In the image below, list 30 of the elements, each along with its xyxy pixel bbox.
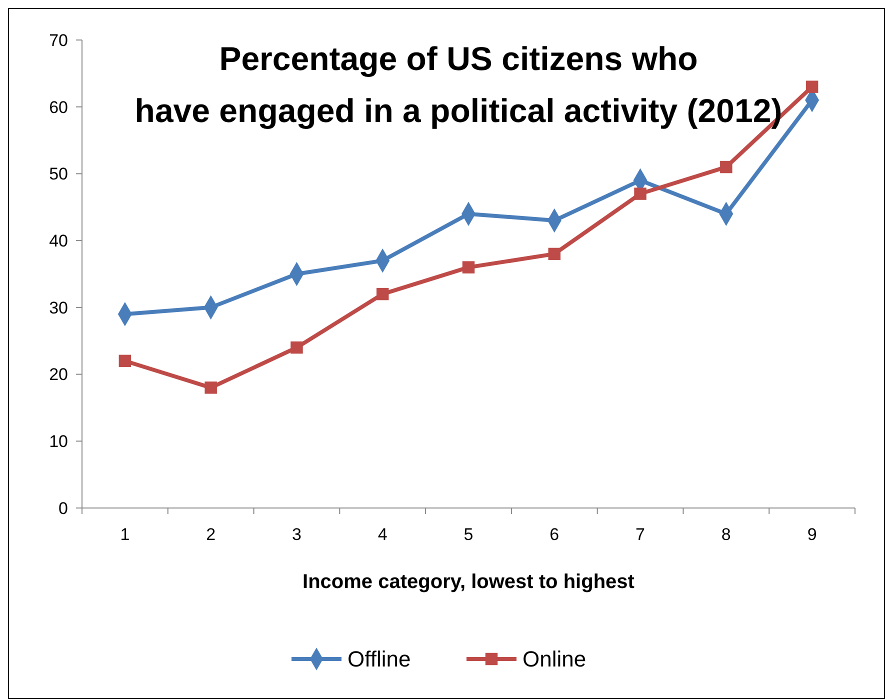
point: [290, 341, 303, 354]
x-tick-label: 4: [378, 525, 388, 544]
x-tick-label: 5: [464, 525, 474, 544]
point: [462, 261, 475, 274]
text: Percentage of US citizens who have engaged in a political activity (2012): [134, 40, 782, 129]
x-tick-label: 8: [721, 525, 731, 544]
legend-label: Online: [522, 646, 586, 672]
point: [548, 248, 561, 260]
y-tick-label: 60: [49, 98, 68, 117]
legend-label: Offline: [348, 646, 411, 672]
x-tick-label: 3: [292, 525, 302, 544]
x-tick-label: 7: [636, 525, 646, 544]
y-tick-label: 20: [49, 365, 68, 384]
point: [634, 188, 646, 200]
point: [720, 160, 732, 174]
x-tick-label: 6: [550, 525, 560, 544]
x-tick-label: 1: [120, 525, 130, 544]
y-tick-label: 40: [49, 232, 68, 251]
y-tick-label: 70: [49, 30, 68, 50]
y-tick-label: 30: [49, 298, 68, 318]
point: [376, 288, 389, 300]
x-tick-label: 9: [807, 525, 817, 544]
point: [204, 382, 217, 394]
y-tick-label: 0: [58, 498, 68, 518]
x-axis-title: Income category, lowest to highest: [302, 571, 635, 593]
x-tick-label: 2: [206, 525, 216, 544]
y-tick-label: 10: [49, 432, 68, 452]
y-tick-label: 50: [49, 164, 68, 184]
point: [806, 80, 818, 93]
point: [118, 354, 132, 368]
